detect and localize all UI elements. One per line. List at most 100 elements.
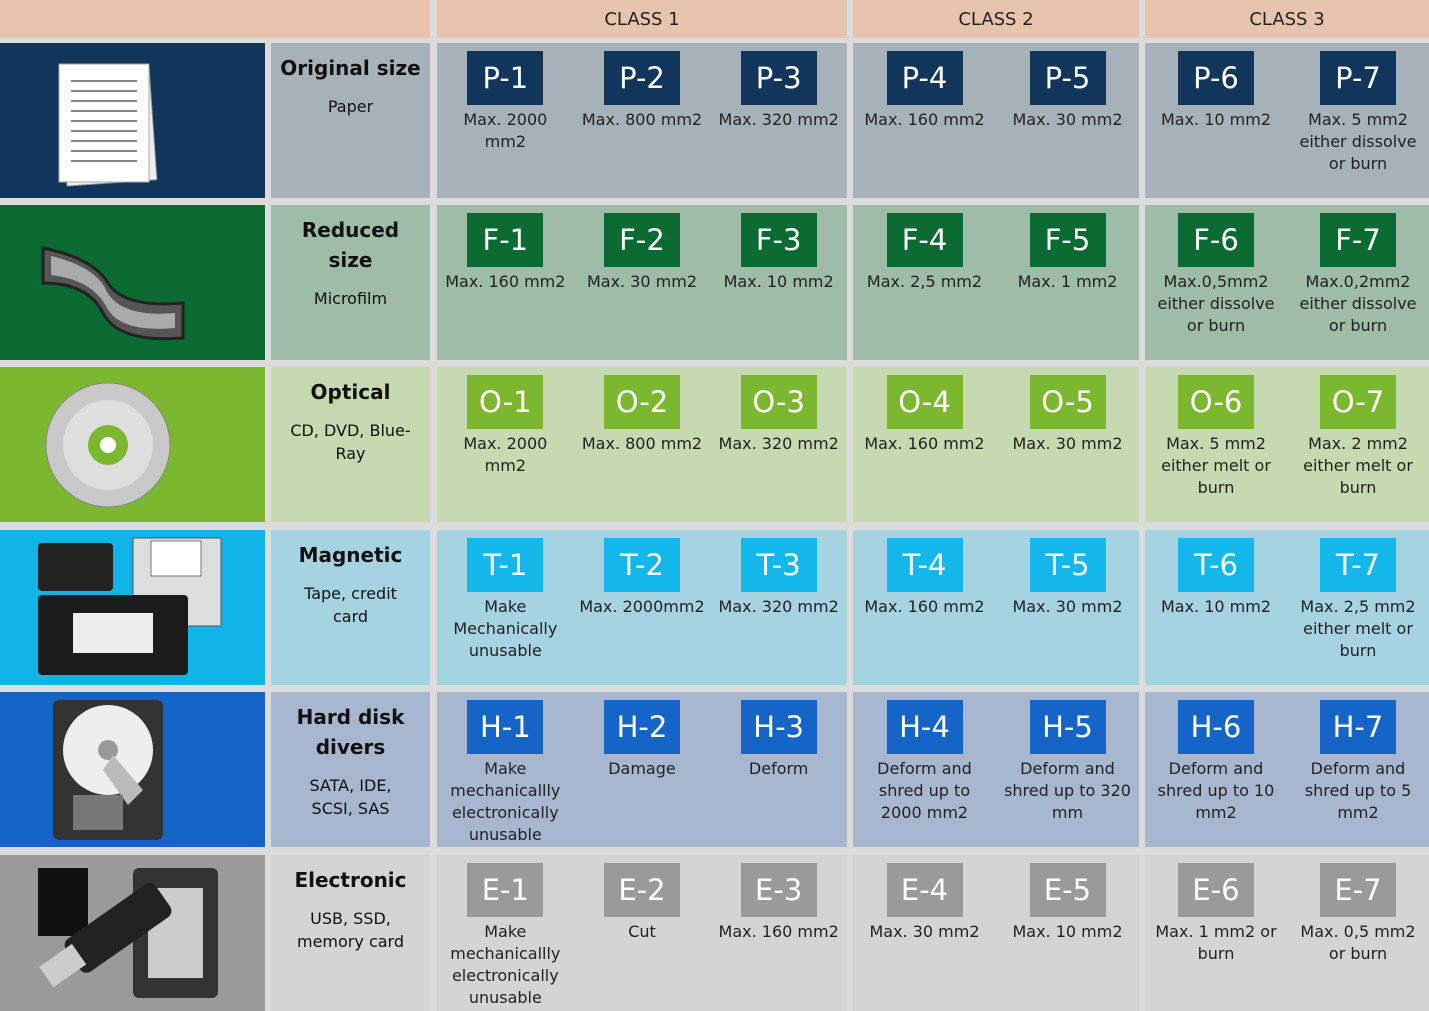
row-subtitle: Microfilm [313,289,388,308]
level-code: H-2 [603,700,680,754]
level-cell: T-2 Max. 2000mm2 [574,530,711,685]
row-subtitle: Paper [327,97,374,116]
level-description: Max. 30 mm2 [1012,110,1123,129]
level-code: P-7 [1320,51,1396,105]
level-description: Make Mechanically unusable [453,597,558,660]
level-code: H-4 [886,700,963,754]
level-description: Max. 2000 mm2 [463,434,548,475]
level-description: Max. 320 mm2 [718,597,839,616]
header-blank [0,0,430,38]
media-icon [52,699,163,840]
level-description: Deform and shred up to 2000 mm2 [877,759,972,822]
level-code: E-6 [1178,863,1254,917]
level-cell: F-6 Max.0,5mm2 either dissolve or burn [1145,205,1287,360]
level-cell: P-4 Max. 160 mm2 [853,43,996,198]
level-cell: T-4 Max. 160 mm2 [853,530,996,685]
level-cell: H-2 Damage [574,692,711,847]
level-code: O-6 [1178,375,1254,429]
level-code: H-3 [740,700,817,754]
level-code: E-7 [1320,863,1396,917]
level-description: Max. 160 mm2 [864,597,985,616]
level-cell: F-1 Max. 160 mm2 [437,205,574,360]
level-cell: E-4 Max. 30 mm2 [853,855,996,1011]
level-code: H-7 [1320,700,1396,754]
media-icon [41,245,184,340]
row-title: Optical [310,380,391,404]
row-subtitle: USB, SSD, memory card [297,909,404,951]
level-cell: O-5 Max. 30 mm2 [996,367,1139,522]
level-cell: H-3 Deform [710,692,847,847]
level-code: E-1 [467,863,544,917]
level-code: H-6 [1178,700,1254,754]
level-description: Max. 30 mm2 [1012,434,1123,453]
level-code: F-2 [603,213,680,267]
level-code: O-5 [1029,375,1106,429]
level-description: Max. 160 mm2 [718,922,839,941]
level-cell: T-7 Max. 2,5 mm2 either melt or burn [1287,530,1429,685]
level-cell: F-5 Max. 1 mm2 [996,205,1139,360]
level-description: Max. 2 mm2 either melt or burn [1303,434,1413,497]
level-description: Max. 800 mm2 [581,110,703,129]
level-code: E-4 [886,863,963,917]
level-cell: O-3 Max. 320 mm2 [710,367,847,522]
level-code: P-5 [1029,51,1106,105]
level-cell: E-5 Max. 10 mm2 [996,855,1139,1011]
level-cell: F-2 Max. 30 mm2 [574,205,711,360]
level-description: Max. 320 mm2 [718,110,839,129]
media-icon [37,868,218,998]
row-title: Hard disk divers [296,705,405,759]
level-code: F-7 [1320,213,1396,267]
level-description: Max. 10 mm2 [1160,597,1272,616]
level-code: H-5 [1029,700,1106,754]
level-code: H-1 [467,700,544,754]
level-cell: H-6 Deform and shred up to 10 mm2 [1145,692,1287,847]
row-label: Magnetic Tape, credit card [271,530,430,685]
level-description: Max. 800 mm2 [581,434,703,453]
level-cell: O-2 Max. 800 mm2 [574,367,711,522]
level-cell: E-1 Make mechanicallly electronically unu… [437,855,574,1011]
level-cell: P-1 Max. 2000 mm2 [437,43,574,198]
row-subtitle: CD, DVD, Blue-Ray [290,421,411,463]
row-title: Original size [280,56,421,80]
media-icon [45,382,170,507]
row-title: Magnetic [298,543,403,567]
row-label: Hard disk divers SATA, IDE, SCSI, SAS [271,692,430,847]
level-code: F-1 [467,213,544,267]
level-description: Max. 320 mm2 [718,434,839,453]
level-description: Make mechanicallly electronically unusab… [450,759,561,844]
level-code: O-2 [603,375,680,429]
row-icon [0,692,265,847]
row-label: Original size Paper [271,43,430,198]
row-title: Electronic [294,868,407,892]
row-label: Optical CD, DVD, Blue-Ray [271,367,430,522]
level-code: P-1 [467,51,544,105]
level-description: Max. 2000mm2 [579,597,705,616]
level-code: O-1 [467,375,544,429]
row-subtitle: Tape, credit card [304,584,397,626]
level-description: Max. 30 mm2 [586,272,697,291]
level-description: Max. 5 mm2 either melt or burn [1161,434,1271,497]
level-code: T-6 [1178,538,1254,592]
level-cell: T-1 Make Mechanically unusable [437,530,574,685]
level-cell: F-4 Max. 2,5 mm2 [853,205,996,360]
level-description: Max. 160 mm2 [445,272,566,291]
level-code: P-3 [740,51,817,105]
class-header: CLASS 1 [437,0,847,38]
level-cell: O-4 Max. 160 mm2 [853,367,996,522]
level-description: Max. 2,5 mm2 [866,272,983,291]
level-code: O-3 [740,375,817,429]
row-icon [0,205,265,360]
level-description: Max. 2000 mm2 [463,110,548,151]
level-cell: P-7 Max. 5 mm2 either dissolve or burn [1287,43,1429,198]
level-description: Max. 10 mm2 [723,272,834,291]
level-description: Max. 2,5 mm2 either melt or burn [1300,597,1416,660]
level-code: T-2 [603,538,680,592]
level-cell: H-7 Deform and shred up to 5 mm2 [1287,692,1429,847]
class-header: CLASS 3 [1145,0,1429,38]
level-cell: F-7 Max.0,2mm2 either dissolve or burn [1287,205,1429,360]
level-description: Deform and shred up to 5 mm2 [1304,759,1412,822]
row-label: Electronic USB, SSD, memory card [271,855,430,1011]
level-code: E-2 [603,863,680,917]
row-subtitle: SATA, IDE, SCSI, SAS [309,776,392,818]
